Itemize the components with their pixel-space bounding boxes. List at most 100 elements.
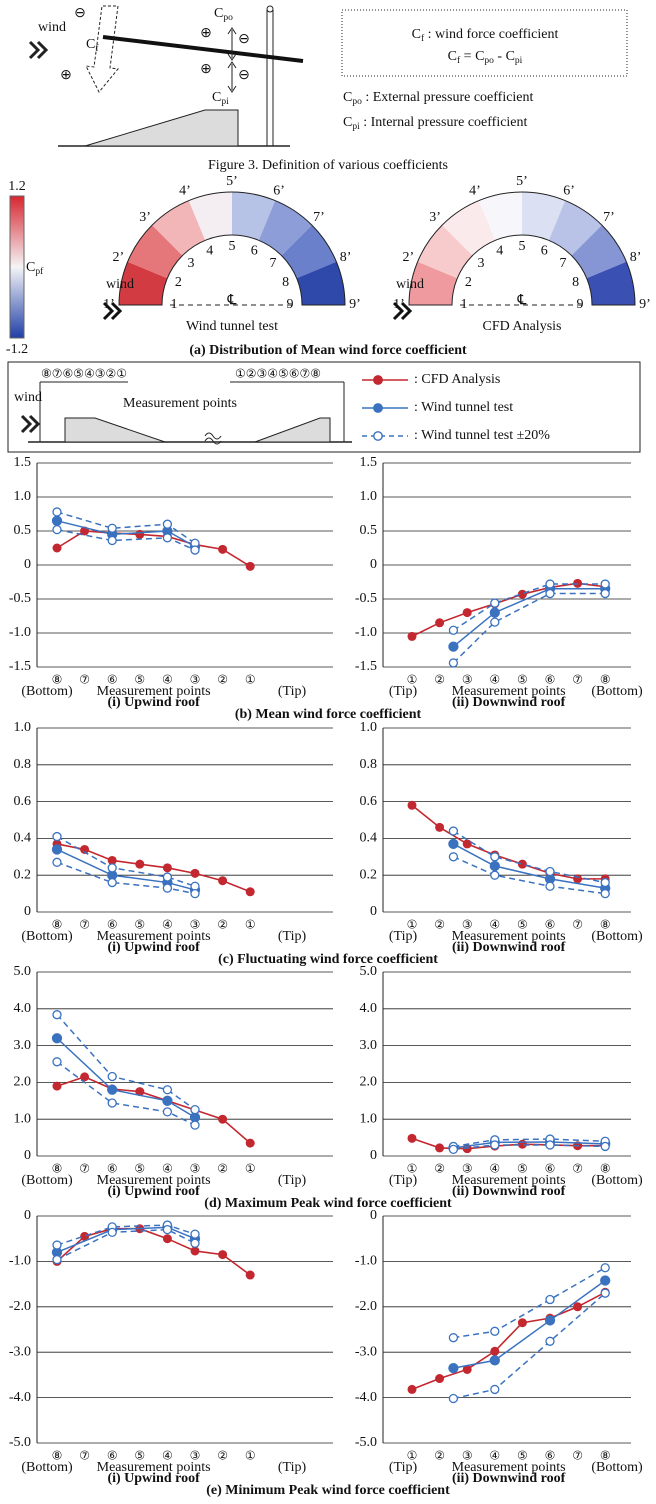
series-line [56,1224,196,1246]
series-line [453,1141,606,1149]
inner-label: 3 [187,256,194,271]
x-tick-label: ⑧ [52,918,63,932]
x-tick-label: ⑧ [600,1449,611,1463]
pressure-zone [232,192,276,241]
marker [545,579,555,589]
series-line [56,1228,196,1261]
y-tick-label: 0 [24,904,31,919]
x-tick-label: ③ [462,1162,473,1176]
diagram-label: Measurement points [123,396,237,411]
x-axis-label: Measurement points [97,1460,211,1475]
chart-title: (i) Upwind roof [107,695,200,710]
y-tick-label: -1.0 [355,1254,377,1269]
text-part: C [343,90,352,105]
stand [64,417,166,443]
marker [490,1384,500,1395]
inner-label: 9 [577,297,584,312]
x-end-label: (Bottom) [591,929,643,944]
marker [80,1072,90,1082]
marker [490,1140,500,1150]
marker [107,523,117,533]
series-line [56,1061,196,1126]
marker [545,588,555,599]
roof [102,35,304,63]
x-tick-label: ③ [190,1162,201,1176]
outer-label: 6’ [563,184,575,199]
sign: ⊕ [200,26,212,41]
series-line [453,843,606,889]
map-title: Wind tunnel test [186,319,278,334]
marker [435,822,445,832]
x-tick-label: ⑦ [572,673,583,687]
text-part: : External pressure coefficient [362,90,534,105]
marker [448,826,459,836]
subscript: pf [35,266,44,277]
series-line [453,830,606,884]
marker [162,863,172,873]
text-part: C [343,115,352,130]
marker [190,888,200,899]
chart-title: (i) Upwind roof [107,940,200,955]
marker [448,658,459,668]
y-tick-label: -4.0 [355,1390,377,1405]
series-line [453,1292,606,1400]
marker [107,535,117,546]
x-tick-label: ⑤ [134,1162,145,1176]
x-tick-label: ⑧ [52,1162,63,1176]
marker [190,545,200,555]
outer-label: 7’ [603,210,615,225]
y-tick-label: -3.0 [355,1344,377,1359]
marker [135,529,145,539]
marker [489,860,500,872]
wind-label: wind [38,20,66,35]
x-tick-label: ① [245,673,256,687]
marker [51,1033,63,1044]
series-line [411,804,606,880]
x-tick-label: ⑥ [545,1162,556,1176]
marker [462,1364,472,1374]
marker [407,1133,417,1143]
pressure-zone [296,261,345,305]
sign: ⊕ [60,68,72,83]
x-end-label: (Tip) [278,1460,307,1475]
centerline: ℄ [227,293,237,308]
y-tick-label: -1.5 [9,659,31,674]
wind-label: wind [396,277,424,292]
pressure-zone [571,225,627,279]
marker [600,1263,610,1273]
outer-label: 1’ [393,297,405,312]
centerline: ℄ [517,293,527,308]
outer-label: 4’ [179,184,191,199]
subscript: po [352,97,362,107]
x-tick-label: ② [434,918,445,932]
series-line [56,520,196,548]
x-end-label: (Tip) [389,1173,418,1188]
x-tick-label: ③ [462,1449,473,1463]
x-tick-label: ⑤ [517,1162,528,1176]
outer-label: 6’ [273,184,285,199]
outer-label: 8’ [340,250,352,265]
marker [80,1231,90,1241]
sign: ⊖ [238,68,250,83]
chart-title: (ii) Downwind roof [452,1471,566,1486]
x-end-label: (Tip) [278,1173,307,1188]
marker [190,1229,200,1239]
marker [52,1240,62,1250]
marker [107,863,117,873]
inner-label: 2 [175,275,182,290]
x-tick-label: ⑤ [517,1449,528,1463]
outer-label: 2’ [403,250,415,265]
marker [245,1138,255,1148]
x-tick-label: ⑥ [107,673,118,687]
outer-label: 9’ [639,297,651,312]
colorbar-label: Cpf [26,260,44,277]
x-tick-label: ③ [190,918,201,932]
wind-label: wind [14,390,42,405]
marker [545,1140,555,1150]
x-end-label: (Bottom) [21,684,73,699]
series-line [453,856,606,895]
chart-title: (i) Upwind roof [107,1471,200,1486]
marker [107,1084,118,1095]
marker [545,1336,555,1346]
inner-label: 5 [229,239,236,254]
